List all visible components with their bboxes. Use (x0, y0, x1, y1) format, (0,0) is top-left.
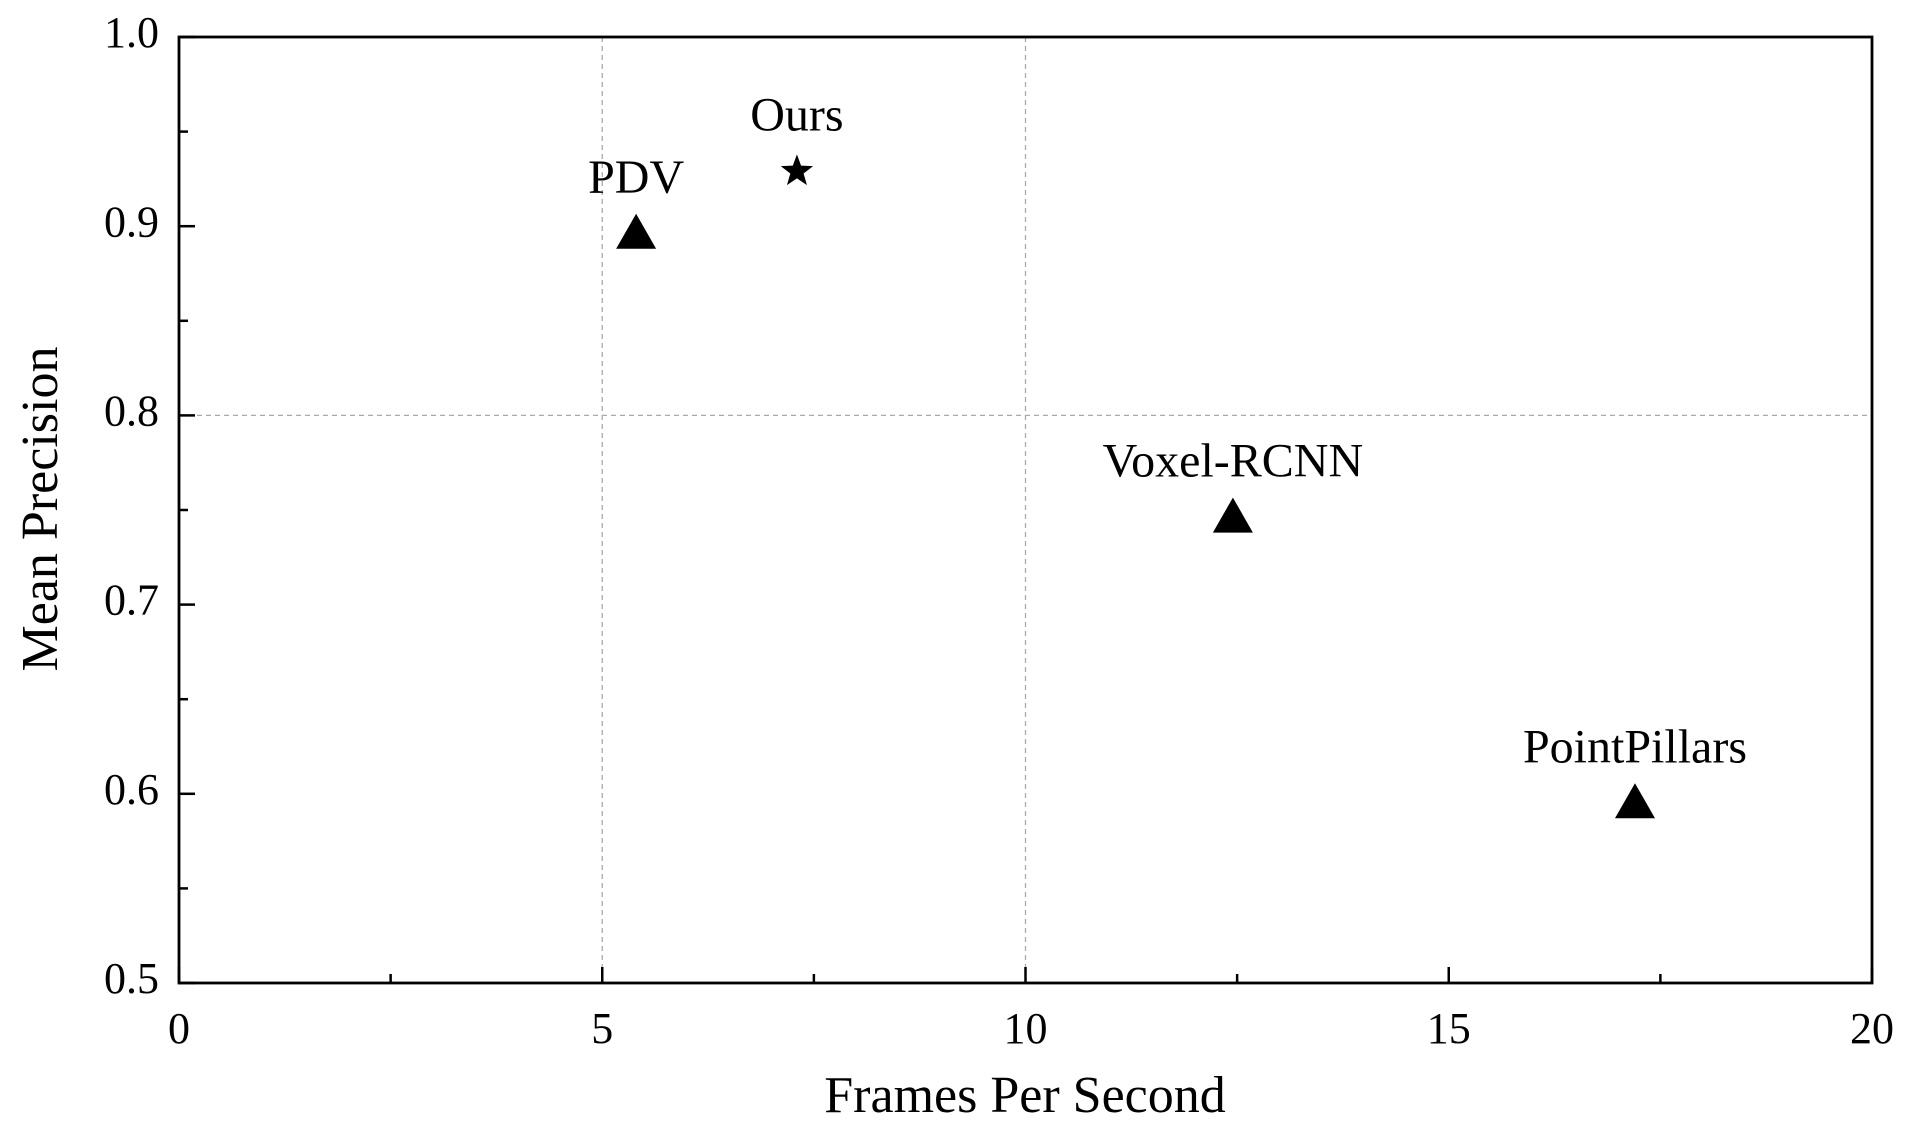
plot-frame (177, 35, 1874, 985)
y-tick-label: 0.8 (104, 386, 159, 435)
y-tick-label: 0.7 (104, 576, 159, 625)
point-label: Voxel-RCNN (1103, 435, 1363, 488)
point-marker (1614, 783, 1655, 819)
x-tick-label: 20 (1850, 1004, 1894, 1053)
x-tick-label: 5 (591, 1004, 613, 1053)
point-label: Ours (750, 88, 843, 141)
y-tick-label: 0.5 (104, 954, 159, 1003)
x-tick-label: 15 (1427, 1004, 1471, 1053)
y-tick-label: 0.9 (104, 197, 159, 246)
x-axis-title: Frames Per Second (824, 1067, 1225, 1124)
x-tick-label: 10 (1004, 1004, 1048, 1053)
point-marker (1212, 497, 1253, 533)
y-tick-label: 0.6 (104, 765, 159, 814)
point-marker (780, 154, 814, 186)
point-marker (616, 213, 657, 249)
x-tick-label: 0 (168, 1004, 190, 1053)
y-axis-title: Mean Precision (12, 347, 69, 672)
point-label: PDV (588, 151, 684, 204)
y-tick-label: 1.0 (104, 8, 159, 57)
point-label: PointPillars (1523, 720, 1747, 773)
